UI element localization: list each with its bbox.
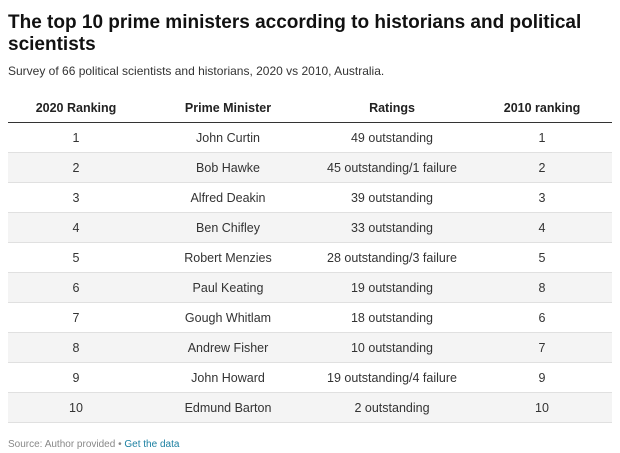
table-row: 8 Andrew Fisher 10 outstanding 7	[8, 332, 612, 363]
table-cell: 2	[8, 152, 144, 183]
table-cell: Robert Menzies	[144, 242, 312, 273]
table-cell: 10 outstanding	[312, 332, 472, 363]
table-row: 3 Alfred Deakin 39 outstanding 3	[8, 182, 612, 213]
table-cell: 2	[472, 152, 612, 183]
table-cell: Gough Whitlam	[144, 302, 312, 333]
table-cell: 4	[472, 212, 612, 243]
table-cell: 5	[472, 242, 612, 273]
table-cell: 2 outstanding	[312, 392, 472, 423]
table-cell: 9	[8, 362, 144, 393]
table-cell: 28 outstanding/3 failure	[312, 242, 472, 273]
get-data-link[interactable]: Get the data	[124, 439, 180, 450]
table-cell: Bob Hawke	[144, 152, 312, 183]
header-row: 2020 Ranking Prime Minister Ratings 2010 ra…	[8, 94, 612, 123]
table-row: 6 Paul Keating 19 outstanding 8	[8, 272, 612, 303]
footer: Source: Author provided • Get the data	[8, 439, 612, 450]
table-cell: Ben Chifley	[144, 212, 312, 243]
table-cell: 4	[8, 212, 144, 243]
table-row: 7 Gough Whitlam 18 outstanding 6	[8, 302, 612, 333]
table-cell: 1	[472, 122, 612, 153]
subtitle: Survey of 66 political scientists and hi…	[8, 64, 385, 78]
table-row: 2 Bob Hawke 45 outstanding/1 failure 2	[8, 152, 612, 183]
table: 2020 Ranking Prime Minister Ratings 2010 ra…	[8, 94, 612, 423]
table-cell: 7	[472, 332, 612, 363]
title: The top 10 prime ministers according to …	[8, 12, 582, 55]
table-cell: 8	[8, 332, 144, 363]
table-cell: 1	[8, 122, 144, 153]
table-cell: 10	[8, 392, 144, 423]
table-cell: 45 outstanding/1 failure	[312, 152, 472, 183]
table-cell: 6	[8, 272, 144, 303]
table-cell: 5	[8, 242, 144, 273]
table-cell: 9	[472, 362, 612, 393]
table-cell: 7	[8, 302, 144, 333]
table-row: 4 Ben Chifley 33 outstanding 4	[8, 212, 612, 243]
table-body: 1 John Curtin 49 outstanding 1 2 Bob Hawke 45 …	[8, 122, 612, 423]
table-cell: Edmund Barton	[144, 392, 312, 423]
separator: •	[118, 439, 122, 450]
table-row: 10 Edmund Barton 2 outstanding 10	[8, 392, 612, 423]
table-cell: Paul Keating	[144, 272, 312, 303]
column-header: Ratings	[312, 94, 472, 123]
table-head: 2020 Ranking Prime Minister Ratings 2010 ra…	[8, 94, 612, 123]
table-cell: 19 outstanding/4 failure	[312, 362, 472, 393]
table-row: 5 Robert Menzies 28 outstanding/3 failure 5	[8, 242, 612, 273]
column-header: 2010 ranking	[472, 94, 612, 123]
table-row: 1 John Curtin 49 outstanding 1	[8, 122, 612, 153]
column-header: Prime Minister	[144, 94, 312, 123]
table-cell: Alfred Deakin	[144, 182, 312, 213]
table-cell: John Howard	[144, 362, 312, 393]
table-cell: 19 outstanding	[312, 272, 472, 303]
table-cell: 8	[472, 272, 612, 303]
table-row: 9 John Howard 19 outstanding/4 failure 9	[8, 362, 612, 393]
source: Source: Author provided	[8, 439, 116, 450]
column-header: 2020 Ranking	[8, 94, 144, 123]
table-cell: 39 outstanding	[312, 182, 472, 213]
table-cell: 10	[472, 392, 612, 423]
table-cell: Andrew Fisher	[144, 332, 312, 363]
table-cell: 33 outstanding	[312, 212, 472, 243]
table-cell: John Curtin	[144, 122, 312, 153]
table-cell: 3	[472, 182, 612, 213]
table-cell: 6	[472, 302, 612, 333]
table-cell: 18 outstanding	[312, 302, 472, 333]
table-cell: 3	[8, 182, 144, 213]
table-cell: 49 outstanding	[312, 122, 472, 153]
